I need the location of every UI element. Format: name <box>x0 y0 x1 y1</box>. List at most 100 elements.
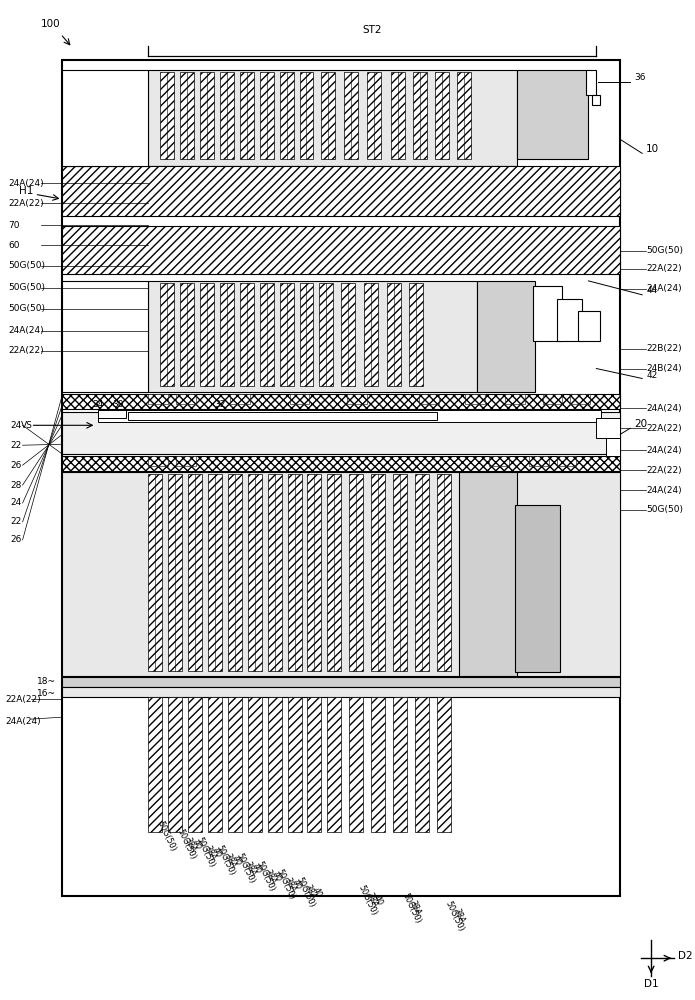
Bar <box>63 281 148 392</box>
Bar <box>220 283 234 386</box>
Text: 50G(50): 50G(50) <box>8 261 46 270</box>
Bar <box>300 72 313 159</box>
Text: 38A: 38A <box>183 836 197 854</box>
Bar <box>364 283 378 386</box>
Bar <box>63 472 620 676</box>
Text: 50G(50): 50G(50) <box>175 828 197 861</box>
Text: 26: 26 <box>10 461 22 470</box>
Bar <box>160 283 174 386</box>
Bar <box>200 72 214 159</box>
Bar <box>180 72 194 159</box>
Text: 28: 28 <box>10 481 22 490</box>
Text: 44: 44 <box>646 286 657 295</box>
Text: 22A(22): 22A(22) <box>646 264 682 273</box>
Bar <box>63 456 620 471</box>
Bar <box>260 72 274 159</box>
Text: 24A(24): 24A(24) <box>646 284 682 293</box>
Text: 24A(24): 24A(24) <box>646 446 682 455</box>
Bar <box>367 72 381 159</box>
Bar <box>371 697 385 832</box>
Bar <box>240 72 254 159</box>
Text: 42: 42 <box>646 371 657 380</box>
Bar <box>200 283 214 386</box>
Text: 26: 26 <box>10 535 22 544</box>
Bar <box>288 474 302 671</box>
Text: 24B(24): 24B(24) <box>646 364 682 373</box>
Bar <box>327 474 341 671</box>
Bar <box>268 697 281 832</box>
Bar <box>247 474 261 671</box>
Text: 24A(24): 24A(24) <box>8 326 44 335</box>
Bar <box>148 697 162 832</box>
Text: 24: 24 <box>10 498 22 507</box>
Bar <box>168 697 182 832</box>
Bar <box>350 474 363 671</box>
Bar <box>348 394 367 404</box>
Bar <box>228 474 242 671</box>
Bar <box>63 166 620 216</box>
Text: 50G(50): 50G(50) <box>444 900 466 933</box>
Bar <box>247 697 261 832</box>
Bar <box>505 394 525 404</box>
Bar <box>557 299 582 341</box>
Text: 22A(22): 22A(22) <box>8 199 44 208</box>
Text: ST2: ST2 <box>363 25 382 35</box>
Text: 50G(50): 50G(50) <box>275 868 297 901</box>
Bar <box>596 418 620 438</box>
Text: 34: 34 <box>92 400 104 409</box>
Bar <box>341 283 355 386</box>
Bar <box>63 677 620 687</box>
Text: 16~: 16~ <box>36 689 56 698</box>
Text: 40: 40 <box>291 878 303 891</box>
Bar <box>327 697 341 832</box>
Text: 40: 40 <box>311 886 323 899</box>
Text: 60: 60 <box>8 241 20 250</box>
Bar <box>413 72 427 159</box>
Text: 18~: 18~ <box>36 677 56 686</box>
Text: 100: 100 <box>40 19 60 29</box>
Text: 50G(50): 50G(50) <box>8 283 46 292</box>
Text: 50G(50): 50G(50) <box>254 860 277 893</box>
Bar <box>437 697 451 832</box>
Bar <box>288 697 302 832</box>
Bar <box>230 394 250 404</box>
Text: 50G(50): 50G(50) <box>295 876 316 909</box>
Bar <box>63 687 620 697</box>
Bar <box>220 72 234 159</box>
Bar <box>290 394 309 404</box>
Bar <box>148 456 168 466</box>
Text: 36: 36 <box>635 73 646 82</box>
Text: 38A: 38A <box>302 884 317 901</box>
Bar <box>321 72 336 159</box>
Text: 22B(22): 22B(22) <box>646 344 682 353</box>
Text: 20: 20 <box>635 419 647 429</box>
Bar <box>320 283 334 386</box>
Bar <box>515 505 560 672</box>
Text: 50G(50): 50G(50) <box>400 892 422 925</box>
Bar <box>437 474 451 671</box>
Bar <box>63 226 620 274</box>
Text: 50G(50): 50G(50) <box>8 304 46 313</box>
Text: 22: 22 <box>10 517 22 526</box>
Bar <box>63 394 620 409</box>
Bar <box>350 697 363 832</box>
Bar <box>387 283 401 386</box>
Bar <box>148 474 162 671</box>
Bar <box>128 412 437 420</box>
Text: 50G(50): 50G(50) <box>357 884 378 917</box>
Bar <box>208 697 222 832</box>
Text: 50G(50): 50G(50) <box>155 820 177 853</box>
Bar <box>307 697 321 832</box>
Bar <box>371 474 385 671</box>
Text: 40: 40 <box>231 854 243 867</box>
Bar <box>459 472 516 676</box>
Bar <box>300 283 313 386</box>
Text: 10: 10 <box>646 144 660 154</box>
Text: 22A(22): 22A(22) <box>8 346 44 355</box>
Text: VS: VS <box>21 421 33 430</box>
Text: 22A(22): 22A(22) <box>646 466 682 475</box>
Bar <box>279 283 293 386</box>
Bar <box>98 410 126 418</box>
Bar <box>543 394 562 404</box>
Bar <box>477 281 534 392</box>
